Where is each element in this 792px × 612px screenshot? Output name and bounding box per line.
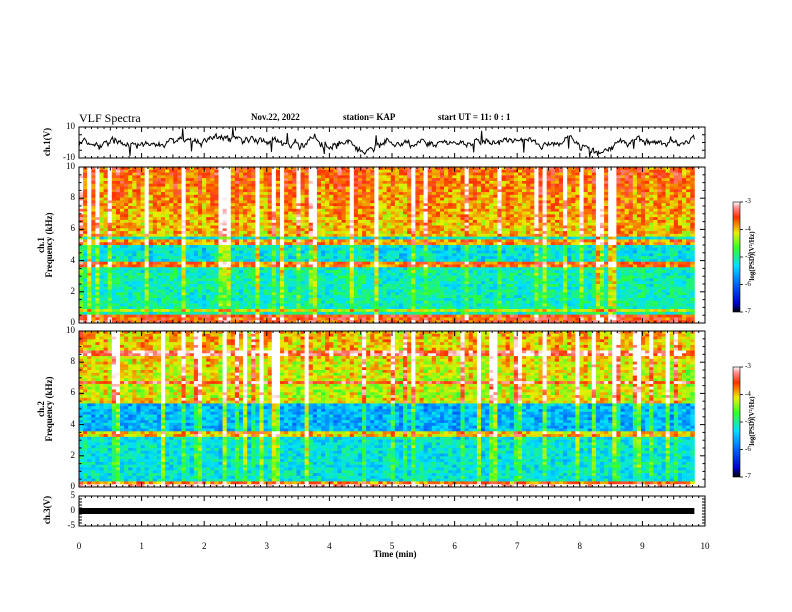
ch1-spectrogram-panel bbox=[78, 166, 706, 324]
chart-title: VLF Spectra bbox=[79, 111, 141, 125]
x-tick-label: 8 bbox=[577, 541, 583, 551]
ch1-colorbar-tick-label: -4 bbox=[745, 224, 751, 233]
ch2-colorbar-tick-label: -6 bbox=[745, 444, 751, 453]
x-tick-label: 4 bbox=[327, 541, 332, 551]
x-tick-label: 0 bbox=[76, 541, 82, 551]
ch2-spectrogram-ytick-label: 2 bbox=[70, 449, 76, 460]
ch1-spectrogram-ytick-label: 10 bbox=[66, 161, 75, 171]
x-tick-label: 6 bbox=[452, 541, 457, 551]
ch2-colorbar-tick-label: -5 bbox=[745, 417, 751, 425]
ch3-waveform-ytick-label: 5 bbox=[70, 490, 76, 500]
ch1-waveform-ytick-label: -10 bbox=[63, 152, 75, 162]
ch3-waveform-ytick-label: 0 bbox=[70, 505, 76, 515]
ch2-spectrogram-ytick-label: 8 bbox=[70, 356, 76, 367]
x-tick-label: 9 bbox=[640, 541, 645, 551]
ch2-spectrogram-ytick-label: 0 bbox=[70, 481, 76, 491]
ch3-waveform-ytick-label: -5 bbox=[67, 520, 76, 530]
x-tick-label: 3 bbox=[264, 541, 270, 551]
ch1-colorbar-label: log(PSD)(V²/Hz) bbox=[748, 231, 756, 281]
ch1-colorbar-tick-label: -5 bbox=[745, 252, 751, 260]
ch2-colorbar bbox=[732, 366, 741, 478]
ch2-colorbar-tick-label: -4 bbox=[745, 389, 751, 398]
ch1-colorbar bbox=[732, 201, 741, 313]
ch1-spectrogram-ytick-label: 4 bbox=[70, 254, 76, 265]
station-label: station= KAP bbox=[343, 112, 396, 122]
ch3-waveform-line bbox=[79, 508, 695, 514]
ch2-colorbar-tick-label: -3 bbox=[745, 362, 751, 370]
ch2-colorbar-tick-label: -7 bbox=[745, 472, 751, 480]
ch1-spectrogram-ytick-label: 2 bbox=[70, 285, 76, 296]
x-tick-label: 10 bbox=[700, 541, 710, 551]
ch2-spectrogram-ytick-label: 6 bbox=[70, 387, 76, 398]
ch1-spectrogram-ytick-label: 8 bbox=[70, 192, 76, 203]
ch1-colorbar-tick-label: -6 bbox=[745, 279, 751, 288]
ch1-waveform-ylabel: ch.1(V) bbox=[42, 127, 52, 157]
ch1-spectrogram-ytick-label: 6 bbox=[70, 223, 76, 234]
x-tick-label: 5 bbox=[389, 541, 395, 551]
start-time-label: start UT = 11: 0 : 1 bbox=[438, 112, 511, 122]
ch2-spectrogram-panel bbox=[78, 330, 706, 488]
ch1-waveform-ytick-label: 10 bbox=[66, 121, 75, 131]
ch1-spectrogram-ytick-label: 0 bbox=[70, 317, 76, 327]
x-axis-label: Time (min) bbox=[373, 549, 417, 559]
x-tick-label: 7 bbox=[514, 541, 520, 551]
ch2-spectrogram-ytick-label: 4 bbox=[70, 418, 76, 429]
ch3-waveform-ylabel: ch.3(V) bbox=[42, 495, 52, 525]
date-label: Nov.22, 2022 bbox=[251, 112, 300, 122]
x-tick-label: 1 bbox=[139, 541, 144, 551]
ch1-colorbar-tick-label: -3 bbox=[745, 197, 751, 205]
ch2-spectrogram-ytick-label: 10 bbox=[66, 325, 75, 335]
ch1-waveform-line bbox=[78, 127, 695, 158]
ch1-colorbar-tick-label: -7 bbox=[745, 307, 751, 315]
ch1-waveform-panel bbox=[78, 126, 706, 159]
x-tick-label: 2 bbox=[201, 541, 207, 551]
ch2-colorbar-label: log(PSD)(V²/Hz) bbox=[748, 396, 756, 446]
